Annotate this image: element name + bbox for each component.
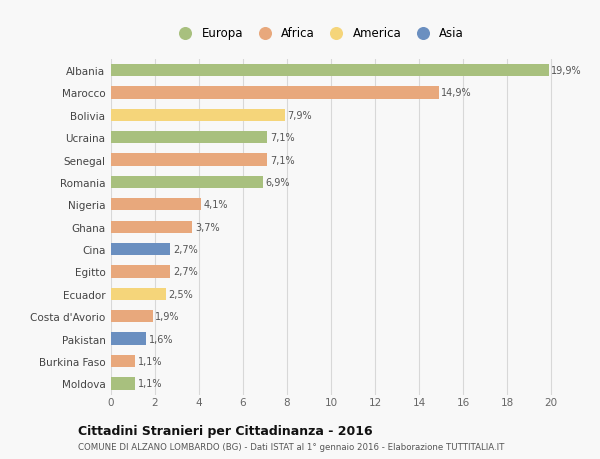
Bar [111, 266, 170, 278]
Bar [111, 243, 170, 256]
Bar [111, 377, 135, 390]
Bar [111, 199, 201, 211]
Bar [111, 154, 267, 166]
Legend: Europa, Africa, America, Asia: Europa, Africa, America, Asia [169, 22, 469, 45]
Bar [111, 310, 153, 323]
Text: 6,9%: 6,9% [265, 178, 290, 188]
Bar [111, 65, 549, 77]
Bar [111, 355, 135, 367]
Text: 1,1%: 1,1% [138, 356, 163, 366]
Bar [111, 87, 439, 99]
Bar [111, 132, 267, 144]
Text: 7,1%: 7,1% [270, 133, 295, 143]
Bar [111, 176, 263, 189]
Bar [111, 109, 285, 122]
Text: COMUNE DI ALZANO LOMBARDO (BG) - Dati ISTAT al 1° gennaio 2016 - Elaborazione TU: COMUNE DI ALZANO LOMBARDO (BG) - Dati IS… [78, 442, 505, 451]
Text: 14,9%: 14,9% [442, 88, 472, 98]
Text: 1,6%: 1,6% [149, 334, 173, 344]
Text: 3,7%: 3,7% [195, 222, 220, 232]
Text: 4,1%: 4,1% [204, 200, 229, 210]
Bar [111, 221, 193, 233]
Bar [111, 288, 166, 300]
Text: Cittadini Stranieri per Cittadinanza - 2016: Cittadini Stranieri per Cittadinanza - 2… [78, 424, 373, 437]
Text: 1,1%: 1,1% [138, 379, 163, 389]
Bar [111, 333, 146, 345]
Text: 19,9%: 19,9% [551, 66, 582, 76]
Text: 2,5%: 2,5% [169, 289, 193, 299]
Text: 7,1%: 7,1% [270, 155, 295, 165]
Text: 7,9%: 7,9% [287, 111, 312, 121]
Text: 2,7%: 2,7% [173, 267, 198, 277]
Text: 2,7%: 2,7% [173, 245, 198, 255]
Text: 1,9%: 1,9% [155, 312, 180, 322]
